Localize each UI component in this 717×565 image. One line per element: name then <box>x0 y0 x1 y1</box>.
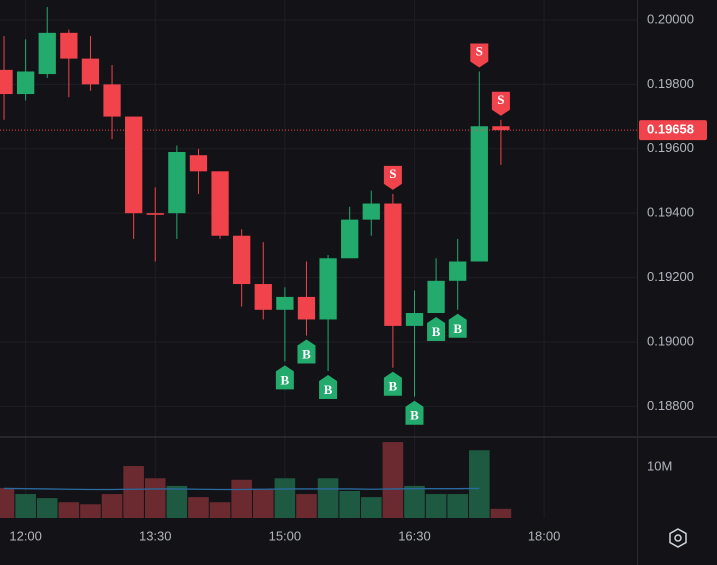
volume-bar <box>123 466 144 518</box>
candle-body <box>146 213 164 215</box>
settings-icon[interactable] <box>669 528 687 548</box>
signal-label: B <box>432 324 441 339</box>
volume-bar <box>404 485 425 518</box>
signal-flag <box>275 365 294 390</box>
signal-marker: B <box>427 317 446 342</box>
volume-bar <box>382 442 404 518</box>
signal-label: S <box>389 166 396 181</box>
volume-bar <box>36 498 58 518</box>
volume-bar <box>0 487 15 518</box>
candle-body <box>38 32 56 75</box>
candle-body <box>276 296 294 310</box>
volume-ma-line <box>4 487 480 491</box>
candle-body <box>319 258 337 320</box>
volume-bar <box>252 488 274 518</box>
signal-marker: S <box>470 43 489 68</box>
candle-body <box>125 116 143 214</box>
candle-body <box>103 84 121 117</box>
y-tick-label: 0.19200 <box>647 269 694 284</box>
y-tick-label: 0.20000 <box>647 11 694 26</box>
candle-body <box>233 235 251 285</box>
volume-bar <box>166 485 188 518</box>
candle-body <box>362 203 380 220</box>
signal-flag <box>297 339 316 364</box>
y-tick-label: 0.19000 <box>647 333 694 348</box>
candle-body <box>405 313 424 326</box>
signal-flag <box>383 371 402 396</box>
volume-bar <box>231 479 252 518</box>
candle-body <box>427 280 445 314</box>
signal-flag <box>405 400 424 425</box>
y-tick-label: 0.18800 <box>647 398 694 413</box>
signal-marker: B <box>405 400 424 425</box>
signal-label: B <box>324 382 333 397</box>
y-tick-label: 0.19800 <box>647 76 694 91</box>
signal-flag <box>319 374 338 399</box>
signal-marker: S <box>491 91 510 116</box>
volume-bar <box>490 508 512 518</box>
signal-flag <box>470 43 489 68</box>
signal-label: B <box>389 379 398 394</box>
signal-marker: B <box>383 371 402 396</box>
candle-body <box>0 69 13 95</box>
signal-label: B <box>281 372 290 387</box>
volume-bar <box>274 478 296 518</box>
signal-label: B <box>453 321 462 336</box>
last-price-box <box>639 120 707 141</box>
last-price-label: 0.19658 <box>647 122 694 137</box>
candle-body <box>60 32 78 59</box>
volume-bar <box>15 494 36 518</box>
candle-body <box>470 126 488 262</box>
candle-body <box>449 261 467 281</box>
signal-label: S <box>497 92 504 107</box>
signal-marker: B <box>448 313 467 338</box>
volume-bar <box>425 494 447 518</box>
signal-flag <box>491 91 510 116</box>
volume-bar <box>317 478 339 518</box>
volume-bar <box>188 497 209 518</box>
candle-body <box>81 58 100 85</box>
settings-icon-center[interactable] <box>674 534 682 542</box>
signal-marker: B <box>297 339 316 364</box>
signal-flag <box>383 165 402 190</box>
volume-bar <box>339 491 360 518</box>
signal-flag <box>448 313 467 338</box>
x-tick-label: 13:30 <box>139 528 172 543</box>
x-tick-label: 15:00 <box>269 528 302 543</box>
volume-bar <box>468 450 490 518</box>
signal-marker: B <box>319 374 338 399</box>
signal-label: B <box>302 347 311 362</box>
candle-body <box>211 171 229 236</box>
candle-body <box>492 126 510 131</box>
signal-flag <box>427 317 446 342</box>
settings-button[interactable] <box>669 528 687 548</box>
y-tick-label: 0.19600 <box>647 140 694 155</box>
volume-bar <box>80 504 101 518</box>
volume-bar <box>209 502 231 518</box>
signal-label: B <box>410 408 419 423</box>
x-tick-label: 12:00 <box>9 528 42 543</box>
volume-bar <box>58 502 80 518</box>
volume-bar <box>296 494 317 518</box>
candle-body <box>168 152 186 214</box>
volume-tick-label: 10M <box>647 458 672 473</box>
y-tick-label: 0.19400 <box>647 205 694 220</box>
signal-label: S <box>476 43 483 58</box>
volume-bar <box>144 478 166 518</box>
candle-body <box>254 284 272 310</box>
x-tick-label: 16:30 <box>398 528 431 543</box>
candle-body <box>16 71 35 95</box>
candle-body <box>297 296 316 320</box>
candle-body <box>384 203 402 326</box>
x-tick-label: 18:00 <box>528 528 561 543</box>
candle-body <box>341 219 359 259</box>
candle-body <box>189 155 208 172</box>
signal-marker: S <box>383 165 402 190</box>
signal-marker: B <box>275 365 294 390</box>
volume-bar <box>360 497 382 518</box>
volume-bar <box>101 494 123 518</box>
volume-bar <box>447 494 468 518</box>
